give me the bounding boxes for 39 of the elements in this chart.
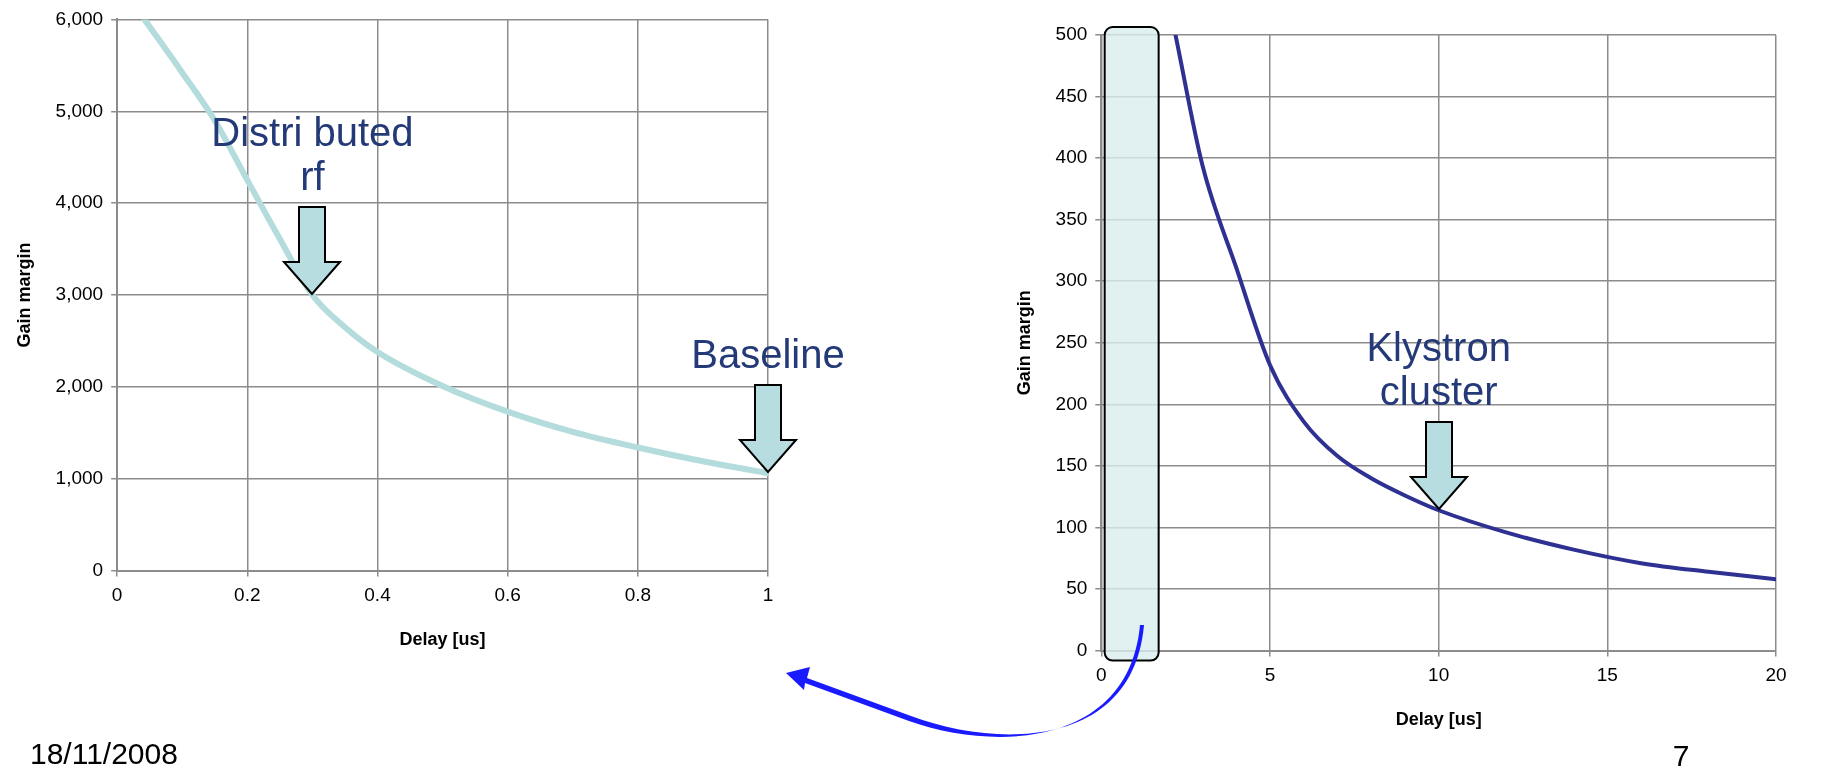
y-tick-label: 350 <box>1055 207 1088 229</box>
y-tick-label: 6,000 <box>55 7 104 29</box>
x-tick-label: 10 <box>1428 664 1450 686</box>
y-tick-label: 150 <box>1055 454 1088 476</box>
y-tick-label: 3,000 <box>55 283 104 305</box>
y-tick-label: 5,000 <box>55 99 104 121</box>
y-tick-label: 1,000 <box>55 466 104 488</box>
y-tick-label: 0 <box>92 558 104 580</box>
y-tick-label: 0 <box>1076 638 1088 660</box>
x-tick-label: 0.2 <box>234 584 261 606</box>
y-axis-title: Gain margin <box>1013 290 1034 396</box>
y-tick-label: 500 <box>1055 23 1088 45</box>
x-tick-label: 0.6 <box>494 584 521 606</box>
x-tick-label: 0 <box>1096 664 1107 686</box>
line-series <box>1173 35 1776 582</box>
y-tick-label: 400 <box>1055 146 1088 168</box>
text: 7 <box>1672 739 1690 773</box>
x-tick-label: 5 <box>1264 664 1276 686</box>
x-tick-label: 0.4 <box>364 584 392 606</box>
x-axis-title: Delay [us] <box>1395 709 1482 730</box>
y-tick-label: 50 <box>1066 577 1088 599</box>
x-tick-label: 1 <box>762 584 774 606</box>
y-tick-label: 450 <box>1055 84 1088 106</box>
x-axis-title: Delay [us] <box>399 629 486 650</box>
y-tick-label: 4,000 <box>55 191 104 213</box>
x-tick-label: 0 <box>111 584 123 606</box>
y-tick-label: 200 <box>1055 392 1088 414</box>
x-tick-label: 15 <box>1596 664 1618 686</box>
y-axis-title: Gain margin <box>13 242 34 348</box>
x-tick-label: 20 <box>1765 664 1787 686</box>
y-tick-label: 300 <box>1055 269 1088 291</box>
y-tick-label: 250 <box>1055 331 1088 353</box>
annotation: Klystron cluster <box>1366 325 1511 414</box>
y-tick-label: 2,000 <box>55 375 104 397</box>
annotation: Baseline <box>691 332 845 377</box>
x-tick-label: 0.8 <box>624 584 652 606</box>
annotation: Distri buted rf <box>211 110 414 199</box>
text: 18/11/2008 <box>30 737 178 771</box>
y-tick-label: 100 <box>1055 515 1088 537</box>
